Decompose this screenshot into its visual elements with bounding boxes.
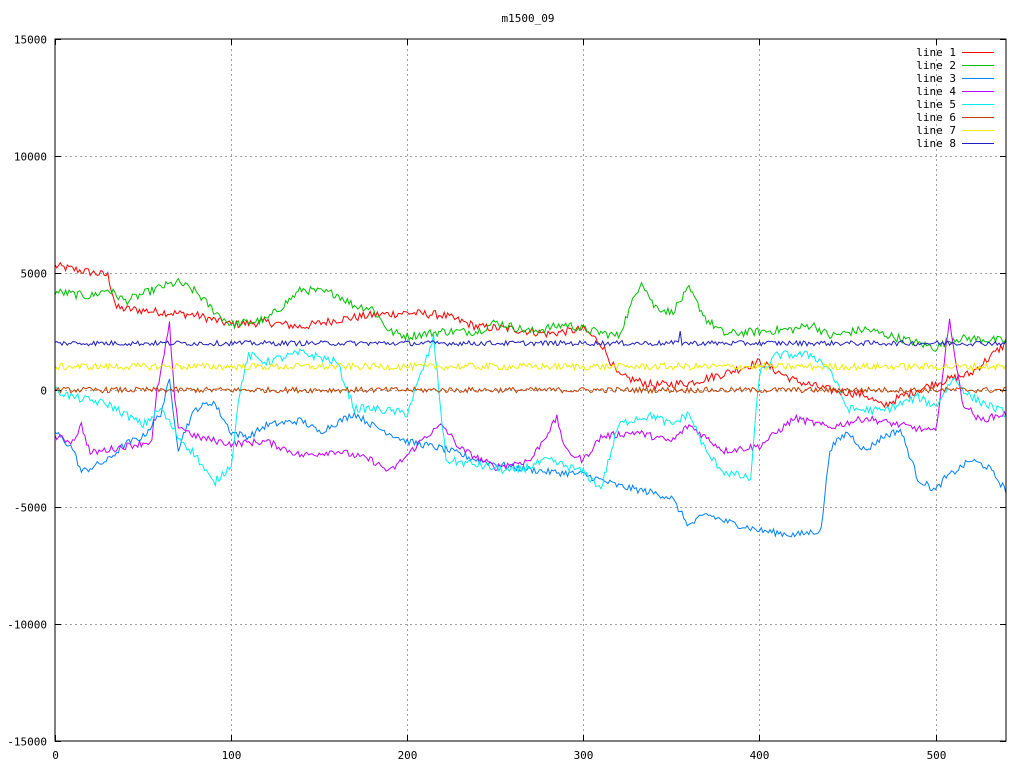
legend-label: line 1 bbox=[916, 46, 956, 59]
x-tick-label: 100 bbox=[222, 749, 242, 762]
y-tick-label: -15000 bbox=[7, 736, 47, 749]
y-tick-label: -5000 bbox=[14, 502, 47, 515]
legend-label: line 6 bbox=[916, 111, 956, 124]
legend-label: line 2 bbox=[916, 59, 956, 72]
legend-label: line 7 bbox=[916, 124, 956, 137]
series-line-1 bbox=[54, 261, 1007, 409]
legend-label: line 8 bbox=[916, 137, 956, 150]
series-line-6 bbox=[54, 385, 1007, 395]
y-tick-label: 0 bbox=[40, 385, 47, 398]
grid bbox=[55, 39, 1006, 741]
y-tick-label: -10000 bbox=[7, 619, 47, 632]
legend-label: line 4 bbox=[916, 85, 956, 98]
y-tick-label: 10000 bbox=[14, 151, 47, 164]
plot-border bbox=[54, 38, 1007, 742]
series-line-5 bbox=[54, 334, 1007, 490]
series-line-2 bbox=[54, 277, 1007, 352]
series-line-4 bbox=[54, 318, 1007, 472]
legend-label: line 3 bbox=[916, 72, 956, 85]
axis-ticks: -15000 -10000 -5000 0 5000 10000 15000 0 100 200 3… bbox=[7, 34, 1006, 762]
x-tick-label: 0 bbox=[52, 749, 59, 762]
series-line-8 bbox=[54, 331, 1007, 347]
x-tick-label: 300 bbox=[574, 749, 594, 762]
x-tick-label: 200 bbox=[398, 749, 418, 762]
y-tick-label: 15000 bbox=[14, 34, 47, 47]
series-lines bbox=[54, 261, 1007, 538]
x-tick-label: 500 bbox=[927, 749, 947, 762]
chart-title: m1500_09 bbox=[502, 12, 555, 25]
series-line-7 bbox=[54, 361, 1007, 372]
legend-label: line 5 bbox=[916, 98, 956, 111]
y-tick-label: 5000 bbox=[21, 268, 48, 281]
x-tick-label: 400 bbox=[750, 749, 770, 762]
